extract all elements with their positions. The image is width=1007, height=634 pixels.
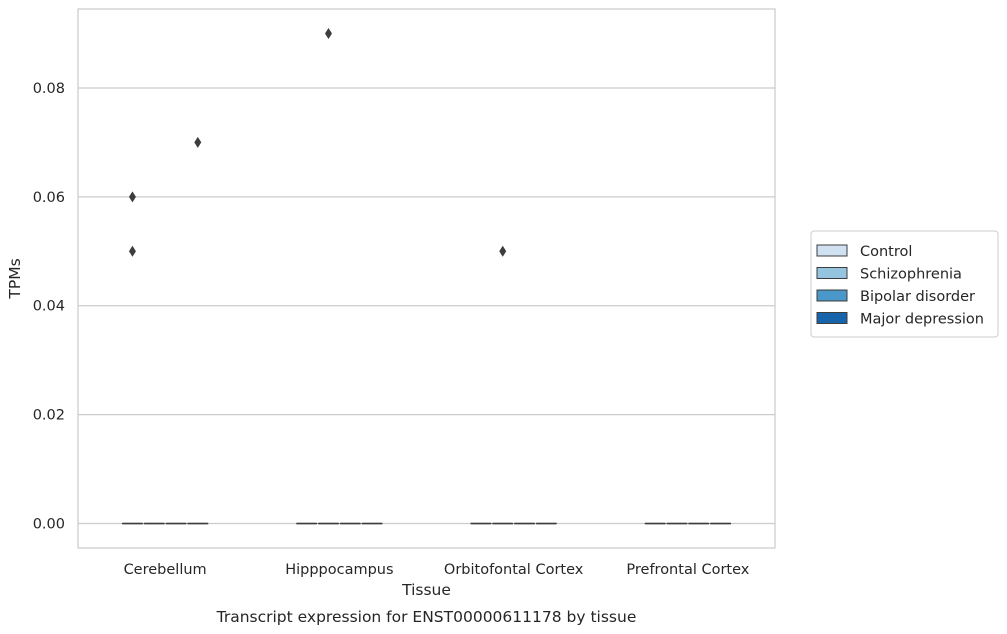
x-tick-label: Cerebellum [124, 562, 207, 578]
outlier-point [499, 245, 507, 257]
legend: Control Schizophrenia Bipolar disorder Majo… [810, 230, 999, 338]
legend-label: Major depression [860, 312, 984, 328]
x-tick-label: Prefrontal Cortex [626, 562, 749, 578]
grid-lines [78, 87, 775, 525]
plot-area-frame [77, 8, 776, 549]
legend-label: Bipolar disorder [860, 289, 975, 305]
y-tick-labels: 0.00 0.02 0.04 0.06 0.08 [33, 81, 65, 533]
y-tick-label: 0.02 [33, 408, 65, 424]
y-tick-label: 0.08 [33, 81, 65, 97]
outlier-points [128, 28, 507, 257]
outlier-point [128, 191, 136, 203]
y-tick-label: 0.04 [33, 299, 65, 315]
x-tick-labels: Cerebellum Hipppocampus Orbitofontal Corte… [124, 562, 750, 578]
outlier-point [194, 136, 202, 148]
x-tick-label: Hipppocampus [285, 562, 393, 578]
chart-caption: Transcript expression for ENST0000061117… [216, 608, 637, 626]
outlier-point [128, 245, 136, 257]
legend-swatch [816, 267, 848, 279]
x-tick-label: Orbitofontal Cortex [444, 562, 584, 578]
legend-swatch [816, 244, 848, 257]
outlier-point [324, 28, 332, 39]
legend-label: Schizophrenia [860, 267, 962, 283]
legend-swatch [816, 312, 848, 324]
legend-frame [810, 230, 999, 338]
x-axis-label: Tissue [401, 581, 451, 599]
y-tick-label: 0.06 [33, 190, 65, 206]
y-axis-label: TPMs [6, 258, 24, 299]
y-tick-label: 0.00 [33, 517, 65, 533]
legend-label: Control [860, 244, 912, 260]
legend-swatch [816, 289, 848, 302]
